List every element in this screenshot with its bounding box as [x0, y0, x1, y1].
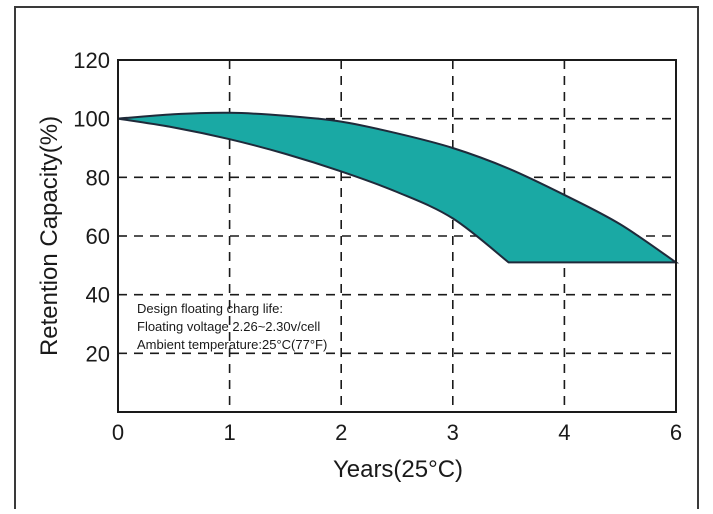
- design-life-note: Design floating charg life: Floating volt…: [137, 301, 327, 352]
- retention-area: [117, 111, 680, 264]
- x-tick-label: 6: [670, 420, 682, 445]
- note-line: Ambient temperature:25°C(77°F): [137, 337, 327, 352]
- x-axis-title: Years(25°C): [333, 456, 463, 483]
- y-tick-label: 120: [73, 48, 110, 73]
- plot-border: [117, 59, 677, 413]
- y-tick-label: 40: [86, 283, 110, 308]
- chart-frame: [14, 6, 699, 509]
- y-tick-label: 100: [73, 107, 110, 132]
- tick-labels: 20 40 60 80 100 120 0 1 2 3 4 6: [73, 48, 682, 445]
- note-line: Design floating charg life:: [137, 301, 283, 316]
- x-tick-label: 1: [223, 420, 235, 445]
- plot-area-border: [117, 59, 677, 413]
- x-tick-label: 3: [447, 420, 459, 445]
- x-tick-label: 4: [558, 420, 570, 445]
- y-tick-label: 60: [86, 224, 110, 249]
- y-tick-label: 20: [86, 341, 110, 366]
- retention-band: [117, 111, 680, 264]
- x-tick-label: 0: [112, 420, 124, 445]
- y-axis-title: Retention Capacity(%): [36, 116, 63, 356]
- x-tick-label: 2: [335, 420, 347, 445]
- note-line: Floating voltage 2.26~2.30v/cell: [137, 319, 320, 334]
- y-tick-label: 80: [86, 165, 110, 190]
